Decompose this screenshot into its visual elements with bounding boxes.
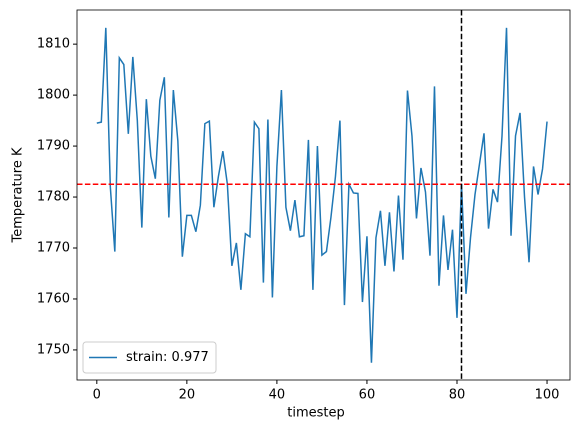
x-tick-label: 0 [93,388,101,403]
y-tick-label: 1770 [37,241,70,256]
y-tick-label: 1810 [37,37,70,52]
x-axis-label: timestep [287,406,345,421]
y-axis-label: Temperature K [11,147,26,243]
x-tick-label: 80 [449,388,466,403]
y-tick-label: 1800 [37,88,70,103]
x-tick-label: 40 [269,388,286,403]
x-tick-label: 60 [359,388,376,403]
line-series [96,27,548,363]
y-tick-label: 1760 [37,291,70,306]
y-tick-label: 1750 [37,342,70,357]
y-tick-label: 1790 [37,139,70,154]
legend-box [82,341,217,374]
axes-frame [76,9,571,381]
x-tick-label: 100 [535,388,560,403]
x-tick-label: 20 [179,388,196,403]
y-tick-label: 1780 [37,190,70,205]
legend-label: strain: 0.977 [126,350,209,365]
